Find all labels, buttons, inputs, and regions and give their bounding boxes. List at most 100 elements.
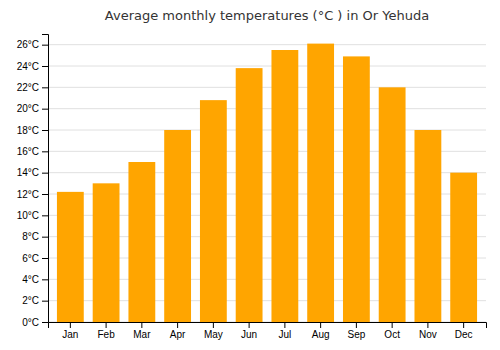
x-tick-label: Jan xyxy=(62,329,78,340)
y-tick: 22°C xyxy=(17,82,48,93)
bar xyxy=(450,173,477,322)
x-tick-label: Jul xyxy=(278,329,291,340)
chart: 0°C 2°C 4°C 6°C 8°C 10°C 12°C 14°C 16°C 18°C 20°C 2… xyxy=(0,0,500,350)
x-tick-label: Aug xyxy=(312,329,330,340)
y-tick-mark xyxy=(42,151,48,152)
x-tick: Aug xyxy=(312,322,330,340)
x-tick-mark xyxy=(249,322,250,328)
x-tick-label: Mar xyxy=(133,329,151,340)
x-tick-mark xyxy=(106,322,107,328)
bar xyxy=(128,162,155,322)
y-tick-label: 16°C xyxy=(17,146,39,157)
x-tick: May xyxy=(204,322,223,340)
y-tick: 10°C xyxy=(17,210,48,221)
y-tick: 26°C xyxy=(17,39,48,50)
bar xyxy=(57,192,84,322)
y-tick-mark xyxy=(42,194,48,195)
x-tick-mark xyxy=(213,322,214,328)
y-tick-label: 20°C xyxy=(17,103,39,114)
x-axis-line xyxy=(49,323,487,329)
y-axis: 0°C 2°C 4°C 6°C 8°C 10°C 12°C 14°C 16°C 18°C 20°C 2… xyxy=(17,35,49,328)
x-tick-mark xyxy=(463,322,464,328)
x-tick: Mar xyxy=(133,322,151,340)
y-tick-label: 6°C xyxy=(22,253,39,264)
x-tick-label: May xyxy=(204,329,223,340)
y-tick-mark xyxy=(42,66,48,67)
x-tick-label: Jun xyxy=(241,329,257,340)
y-tick: 16°C xyxy=(17,146,48,157)
x-tick-mark xyxy=(284,322,285,328)
y-tick-label: 2°C xyxy=(22,295,39,306)
y-tick: 18°C xyxy=(17,125,48,136)
bar xyxy=(93,183,120,322)
y-tick-label: 24°C xyxy=(17,61,39,72)
grid-line xyxy=(48,87,486,88)
y-tick-label: 0°C xyxy=(22,317,39,328)
y-tick-mark xyxy=(42,45,48,46)
x-tick-mark xyxy=(427,322,428,328)
y-tick-label: 14°C xyxy=(17,167,39,178)
y-tick: 14°C xyxy=(17,167,48,178)
y-tick-mark xyxy=(42,301,48,302)
x-tick: Dec xyxy=(455,322,473,340)
y-tick-label: 8°C xyxy=(22,231,39,242)
grid xyxy=(48,45,486,322)
y-tick: 2°C xyxy=(22,295,48,306)
y-tick-label: 12°C xyxy=(17,189,39,200)
x-tick-mark xyxy=(356,322,357,328)
y-tick-label: 4°C xyxy=(22,274,39,285)
x-tick: Jun xyxy=(241,322,257,340)
y-tick-mark xyxy=(42,109,48,110)
x-tick-label: Oct xyxy=(384,329,400,340)
bar xyxy=(307,44,334,322)
x-tick-mark xyxy=(70,322,71,328)
bar xyxy=(164,130,191,322)
x-tick-label: Feb xyxy=(97,329,115,340)
plot-area xyxy=(57,44,477,322)
y-tick-mark xyxy=(42,258,48,259)
x-tick-mark xyxy=(141,322,142,328)
y-tick: 4°C xyxy=(22,274,48,285)
y-tick: 6°C xyxy=(22,253,48,264)
y-tick: 12°C xyxy=(17,189,48,200)
y-tick: 24°C xyxy=(17,61,48,72)
y-tick-mark xyxy=(42,215,48,216)
x-tick-mark xyxy=(320,322,321,328)
x-tick: Feb xyxy=(97,322,115,340)
grid-line xyxy=(48,66,486,67)
y-axis-line xyxy=(42,35,49,323)
y-tick: 8°C xyxy=(22,231,48,242)
y-tick-label: 10°C xyxy=(17,210,39,221)
y-tick-label: 26°C xyxy=(17,39,39,50)
x-tick-mark xyxy=(177,322,178,328)
x-tick: Jan xyxy=(62,322,78,340)
x-tick-label: Sep xyxy=(347,329,365,340)
x-tick: Apr xyxy=(170,322,186,340)
grid-line xyxy=(48,44,486,45)
y-tick: 0°C xyxy=(22,317,48,328)
y-tick-label: 22°C xyxy=(17,82,39,93)
x-tick-label: Nov xyxy=(419,329,437,340)
y-tick-mark xyxy=(42,279,48,280)
bar xyxy=(414,130,441,322)
x-tick: Sep xyxy=(347,322,365,340)
x-tick-label: Dec xyxy=(455,329,473,340)
x-axis: Jan Feb Mar Apr May Jun Jul Aug Sep Oct Nov Dec xyxy=(49,322,487,340)
x-tick: Oct xyxy=(384,322,400,340)
bar xyxy=(271,50,298,322)
x-tick: Jul xyxy=(278,322,291,340)
x-tick: Nov xyxy=(419,322,437,340)
grid-line xyxy=(48,108,486,109)
y-tick-mark xyxy=(42,87,48,88)
bar xyxy=(379,87,406,322)
title: Average monthly temperatures (°C ) in Or… xyxy=(105,8,429,23)
y-tick-label: 18°C xyxy=(17,125,39,136)
y-tick-mark xyxy=(42,237,48,238)
y-tick-mark xyxy=(42,173,48,174)
bar xyxy=(200,100,227,322)
y-tick: 20°C xyxy=(17,103,48,114)
y-tick-mark xyxy=(42,130,48,131)
x-tick-label: Apr xyxy=(170,329,186,340)
bar xyxy=(236,68,263,322)
y-tick-mark xyxy=(42,322,48,323)
